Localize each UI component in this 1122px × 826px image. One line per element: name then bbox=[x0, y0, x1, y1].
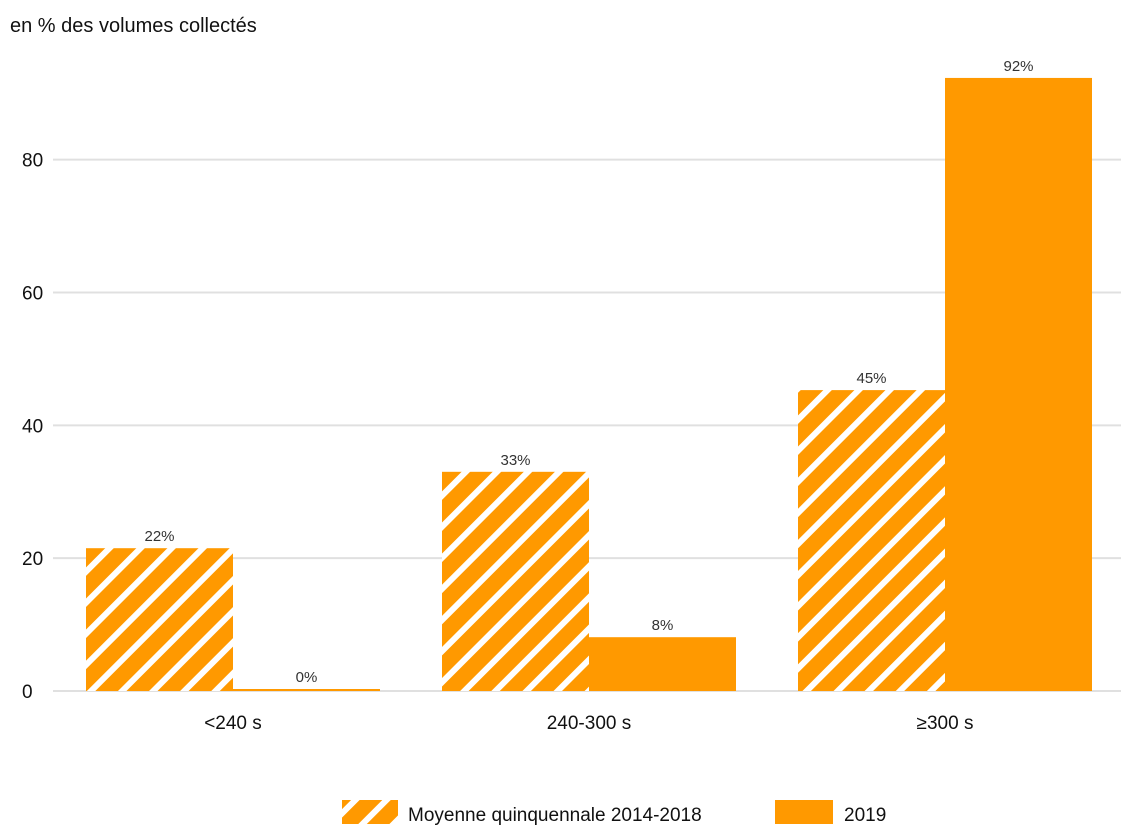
bar-moyenne bbox=[86, 548, 233, 691]
bar-moyenne bbox=[798, 390, 945, 691]
bar-2019 bbox=[233, 689, 380, 691]
data-labels: 22% 0% 33% 8% 45% 92% bbox=[144, 58, 1033, 686]
data-label: 45% bbox=[856, 370, 886, 387]
y-tick-label: 0 bbox=[22, 682, 33, 703]
x-category-label: ≥300 s bbox=[917, 713, 974, 734]
data-label: 92% bbox=[1003, 58, 1033, 75]
legend-swatch bbox=[342, 800, 398, 824]
bars bbox=[86, 77, 1092, 691]
data-label: 33% bbox=[500, 452, 530, 469]
y-tick-label: 80 bbox=[22, 151, 43, 172]
y-axis-ticks: 0 20 40 60 80 bbox=[22, 151, 43, 703]
bar-moyenne bbox=[442, 471, 589, 691]
legend-label: 2019 bbox=[844, 805, 886, 826]
legend-label: Moyenne quinquennale 2014-2018 bbox=[408, 805, 702, 826]
data-label: 0% bbox=[296, 669, 318, 686]
bar-2019 bbox=[589, 637, 736, 691]
bar-2019 bbox=[945, 77, 1092, 691]
y-axis-title: en % des volumes collectés bbox=[10, 15, 257, 37]
y-tick-label: 40 bbox=[22, 416, 43, 437]
legend-swatch bbox=[775, 800, 833, 824]
legend: Moyenne quinquennale 2014-2018 2019 bbox=[342, 800, 886, 826]
data-label: 8% bbox=[652, 617, 674, 634]
data-label: 22% bbox=[144, 528, 174, 545]
x-category-label: <240 s bbox=[204, 713, 262, 734]
x-category-label: 240-300 s bbox=[547, 713, 632, 734]
y-tick-label: 20 bbox=[22, 549, 43, 570]
x-axis-categories: <240 s 240-300 s ≥300 s bbox=[204, 713, 973, 734]
y-tick-label: 60 bbox=[22, 283, 43, 304]
